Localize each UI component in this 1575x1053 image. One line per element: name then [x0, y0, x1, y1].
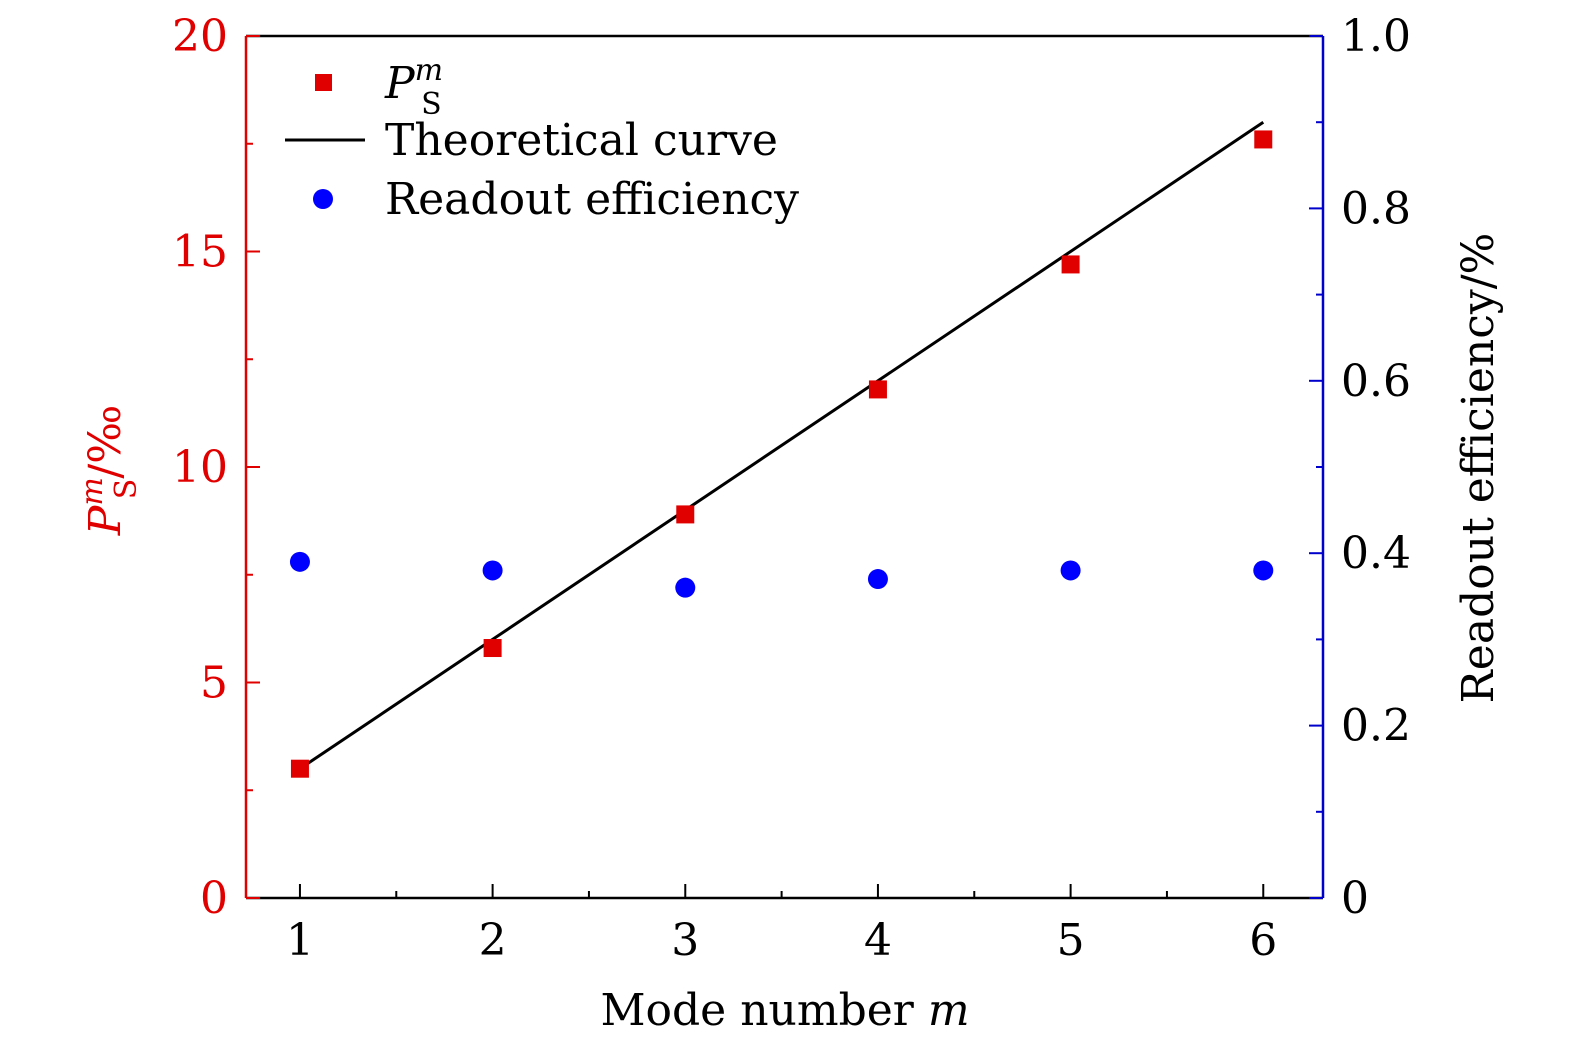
right-y-tick-label: 0.2 — [1341, 701, 1411, 752]
legend-label-readout-efficiency: Readout efficiency — [385, 174, 799, 225]
right-y-tick-label: 0.4 — [1341, 528, 1411, 579]
left-y-tick-label: 15 — [172, 227, 228, 278]
left-y-tick-label: 5 — [200, 658, 228, 709]
readout-efficiency-point — [867, 569, 888, 590]
readout-efficiency-point — [482, 560, 503, 581]
right-y-tick-label: 0.8 — [1341, 183, 1411, 234]
right-y-axis-title: Readout efficiency/% — [1453, 233, 1504, 704]
right-y-tick-label: 0.6 — [1341, 356, 1411, 407]
left-y-axis-title-sup: m — [75, 477, 110, 505]
readout-efficiency-point — [675, 577, 696, 598]
legend-label-theoretical-curve: Theoretical curve — [385, 115, 778, 166]
ps-data-point — [676, 505, 695, 524]
readout-efficiency-point — [289, 551, 310, 572]
axis-ticks — [246, 35, 1323, 899]
legend-label-ps-sup: m — [415, 53, 443, 88]
x-tick-label: 5 — [1057, 915, 1085, 966]
left-y-axis-title-base: P — [80, 504, 131, 536]
left-y-tick-label: 0 — [200, 873, 228, 924]
legend-label-ps-base: P — [384, 58, 416, 109]
ps-data-point — [290, 759, 309, 778]
data-markers — [289, 130, 1274, 778]
left-y-axis-title-unit: /‰ — [80, 405, 131, 479]
theoretical-curve-layer — [299, 120, 1265, 770]
readout-efficiency-point — [1253, 560, 1274, 581]
left-y-axis-title-sub: S — [109, 479, 144, 500]
left-y-axis-title: PmS/‰ — [75, 405, 144, 537]
right-y-tick-label: 1.0 — [1341, 11, 1411, 62]
legend-label-ps: Pm S — [384, 53, 443, 122]
legend: Pm S Theoretical curve Readout efficiency — [285, 53, 799, 225]
theoretical-curve-line — [299, 120, 1265, 770]
ps-data-point — [1254, 130, 1273, 149]
x-tick-label: 2 — [479, 915, 507, 966]
left-y-tick-label: 10 — [172, 442, 228, 493]
ps-data-point — [1061, 255, 1080, 274]
legend-square-marker — [315, 74, 332, 91]
x-tick-label: 4 — [864, 915, 892, 966]
right-y-tick-label: 0 — [1341, 873, 1369, 924]
x-tick-label: 1 — [286, 915, 314, 966]
ps-data-point — [483, 639, 502, 658]
left-y-tick-label: 20 — [172, 11, 228, 62]
x-axis-title-var: m — [928, 985, 970, 1036]
tick-labels: 1 2 3 4 5 6 0 5 10 15 20 0 0.2 0.4 0.6 0.8 1.0 — [172, 11, 1411, 966]
readout-efficiency-point — [1060, 560, 1081, 581]
x-axis-title-text: Mode number — [600, 985, 927, 1036]
x-tick-label: 3 — [671, 915, 699, 966]
legend-circle-marker — [313, 189, 333, 209]
legend-label-ps-sub: S — [421, 87, 442, 122]
ps-data-point — [868, 380, 887, 399]
x-axis-title: Mode number m — [600, 985, 969, 1036]
x-tick-label: 6 — [1249, 915, 1277, 966]
